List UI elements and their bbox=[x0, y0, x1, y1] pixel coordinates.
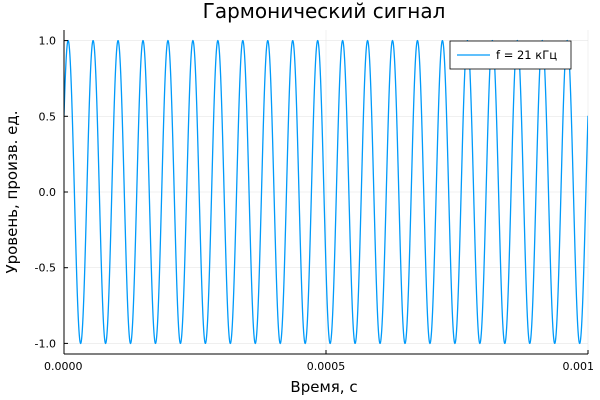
chart-title: Гармонический сигнал bbox=[203, 0, 446, 23]
y-axis-label: Уровень, произв. ед. bbox=[3, 110, 21, 273]
legend-entry-label: f = 21 кГц bbox=[496, 48, 557, 62]
x-axis-label: Время, с bbox=[290, 378, 357, 396]
y-tick-label-1: -0.5 bbox=[35, 262, 56, 275]
tick-labels: 0.0000 0.0005 0.001 -1.0 -0.5 0.0 0.5 1.0 bbox=[35, 35, 594, 373]
series-line-f-21khz bbox=[64, 39, 588, 345]
y-tick-label-3: 0.5 bbox=[39, 110, 57, 123]
tick-marks bbox=[63, 40, 589, 354]
y-tick-label-0: -1.0 bbox=[35, 337, 56, 350]
x-tick-label-1: 0.0005 bbox=[307, 360, 346, 373]
x-tick-label-2: 0.001 bbox=[563, 360, 595, 373]
x-tick-label-0: 0.0000 bbox=[44, 360, 83, 373]
grid-lines bbox=[63, 30, 589, 354]
y-tick-label-4: 1.0 bbox=[39, 35, 57, 48]
legend: f = 21 кГц bbox=[449, 40, 572, 70]
y-tick-label-2: 0.0 bbox=[39, 186, 57, 199]
legend-box bbox=[449, 40, 572, 70]
